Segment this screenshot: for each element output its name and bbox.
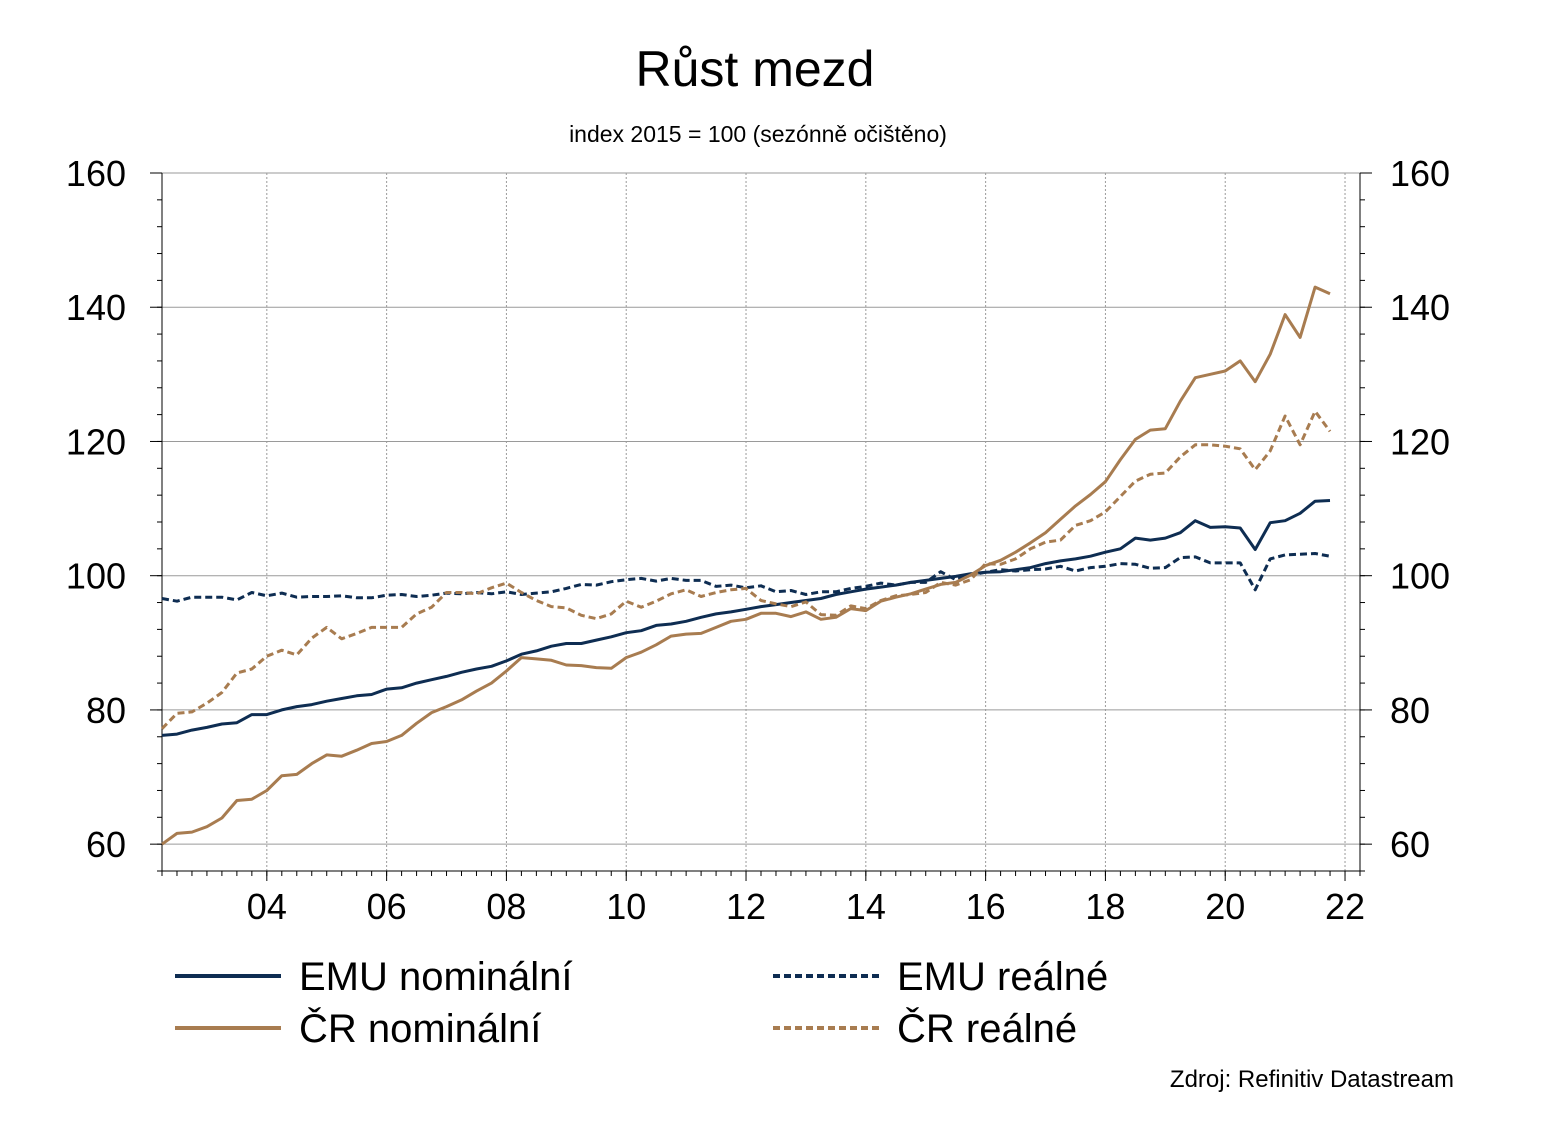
series-line-3 [160,409,1332,730]
legend-label-2: ČR nominální [299,1006,541,1051]
x-tick-label: 14 [846,886,886,927]
x-tick-label: 16 [966,886,1006,927]
x-tick-label: 10 [606,886,646,927]
y-tick-label-right: 120 [1390,421,1450,462]
x-tick-label: 12 [726,886,766,927]
source-note: Zdroj: Refinitiv Datastream [1169,1066,1454,1093]
series-line-0 [161,499,1331,737]
series-line-2 [161,285,1331,846]
x-tick-label: 06 [367,886,407,927]
y-tick-label-left: 120 [66,421,126,462]
legend-label-1: EMU reálné [897,955,1108,999]
y-tick-label-right: 140 [1390,287,1450,328]
x-tick-label: 08 [486,886,526,927]
grid [162,172,1360,871]
legend-label-0: EMU nominální [299,955,572,999]
tick-labels: 04 06 08 10 12 14 16 18 20 22 60 60 80 80 100 100 120 120… [66,153,1450,927]
chart-subtitle: index 2015 = 100 (sezónně očištěno) [569,121,947,147]
chart-title: Růst mezd [635,41,875,97]
y-tick-label-left: 80 [86,690,126,731]
y-tick-label-right: 160 [1390,153,1450,194]
series-lines [160,285,1332,846]
y-tick-label-left: 60 [86,824,126,865]
axes [150,172,1372,881]
y-tick-label-right: 100 [1390,556,1450,597]
y-tick-label-right: 60 [1390,824,1430,865]
y-tick-label-right: 80 [1390,690,1430,731]
legend-label-3: ČR reálné [897,1006,1077,1051]
series-line-1 [161,552,1331,603]
y-tick-label-left: 160 [66,153,126,194]
x-tick-label: 04 [247,886,287,927]
x-tick-label: 22 [1325,886,1365,927]
x-tick-label: 20 [1205,886,1245,927]
legend: EMU nominální EMU reálné ČR nominální ČR re… [175,955,1108,1051]
x-tick-label: 18 [1085,886,1125,927]
y-tick-label-left: 140 [66,287,126,328]
y-tick-label-left: 100 [66,556,126,597]
